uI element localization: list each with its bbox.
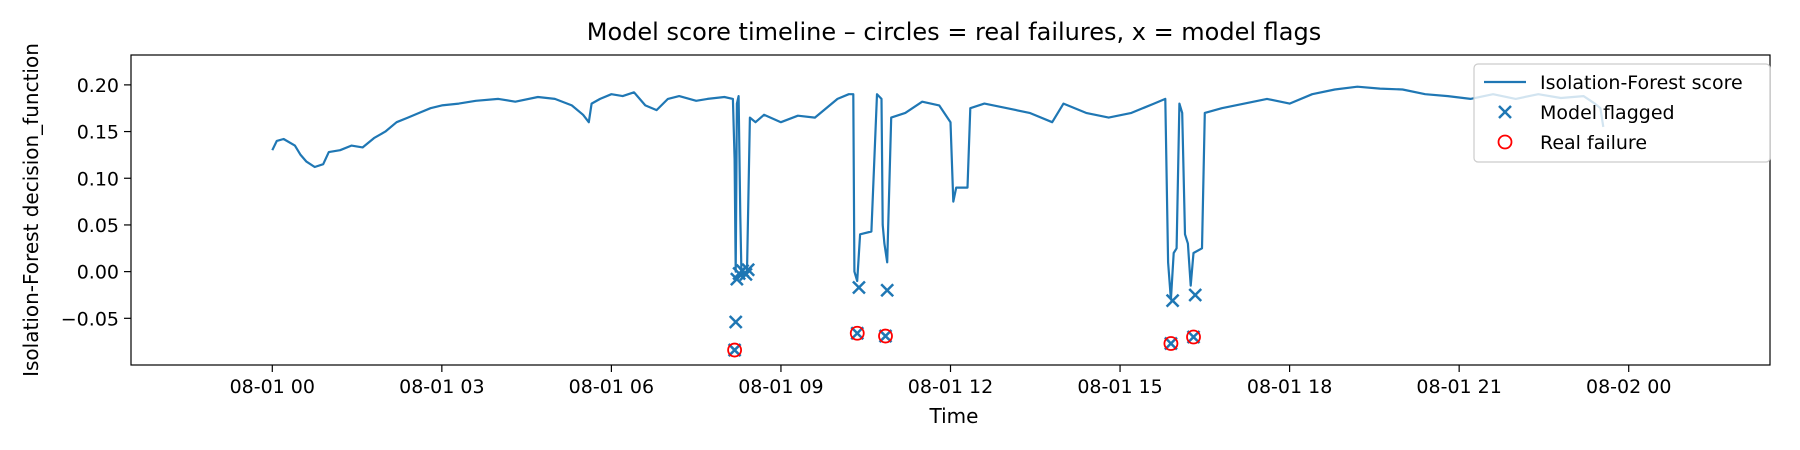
chart-title: Model score timeline – circles = real fa… [587, 18, 1321, 46]
flag-marker [741, 262, 756, 277]
legend-circle-swatch [1497, 134, 1513, 150]
failure-marker [1186, 329, 1201, 345]
failure-marker [1163, 336, 1179, 351]
failure-marker [849, 325, 865, 341]
y-tick-label: 0.10 [77, 168, 119, 190]
score-line [271, 85, 1605, 301]
legend: Isolation-Forest score Model flagged Rea… [1473, 63, 1771, 163]
x-tick-label: 08-01 03 [399, 376, 484, 398]
axis-ticks: 08-01 00 08-01 03 08-01 06 08-01 09 08-01 12… [61, 75, 1672, 398]
x-tick-label: 08-01 12 [908, 376, 993, 398]
failure-marker [727, 342, 743, 358]
plot-frame [130, 54, 1771, 366]
legend-label-flagged: Model flagged [1540, 102, 1675, 124]
flag-marker [880, 283, 895, 298]
y-tick-label: 0.15 [77, 122, 119, 144]
flag-marker [728, 315, 743, 329]
x-tick-label: 08-01 00 [230, 376, 315, 398]
flag-marker [852, 280, 866, 295]
legend-label-score: Isolation-Forest score [1540, 72, 1743, 94]
x-tick-label: 08-01 09 [738, 376, 823, 398]
flag-marker [1165, 293, 1180, 308]
y-tick-label: 0.00 [77, 262, 119, 284]
x-tick-label: 08-01 15 [1077, 376, 1162, 398]
legend-label-failure: Real failure [1540, 132, 1647, 154]
x-tick-label: 08-01 18 [1247, 376, 1332, 398]
legend-box [1473, 63, 1771, 163]
x-tick-label: 08-01 21 [1416, 376, 1501, 398]
x-tick-label: 08-02 00 [1586, 376, 1671, 398]
y-axis-label: Isolation-Forest decision_function [19, 43, 43, 377]
x-tick-label: 08-01 06 [569, 376, 654, 398]
legend-x-swatch [1498, 105, 1512, 119]
flag-marker [1188, 288, 1203, 302]
failure-marker [878, 328, 893, 344]
x-axis-label: Time [929, 404, 979, 428]
y-tick-label: 0.20 [77, 75, 119, 97]
y-tick-label: −0.05 [61, 308, 119, 330]
plot-area [271, 85, 1605, 358]
y-tick-label: 0.05 [77, 215, 119, 237]
